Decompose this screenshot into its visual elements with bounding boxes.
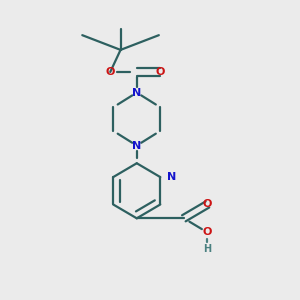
Text: N: N — [167, 172, 176, 182]
Text: O: O — [203, 227, 212, 237]
Text: N: N — [132, 141, 141, 151]
Text: O: O — [203, 200, 212, 209]
Text: O: O — [156, 67, 165, 77]
Text: H: H — [203, 244, 211, 254]
Text: N: N — [132, 88, 141, 98]
Text: O: O — [106, 67, 115, 77]
